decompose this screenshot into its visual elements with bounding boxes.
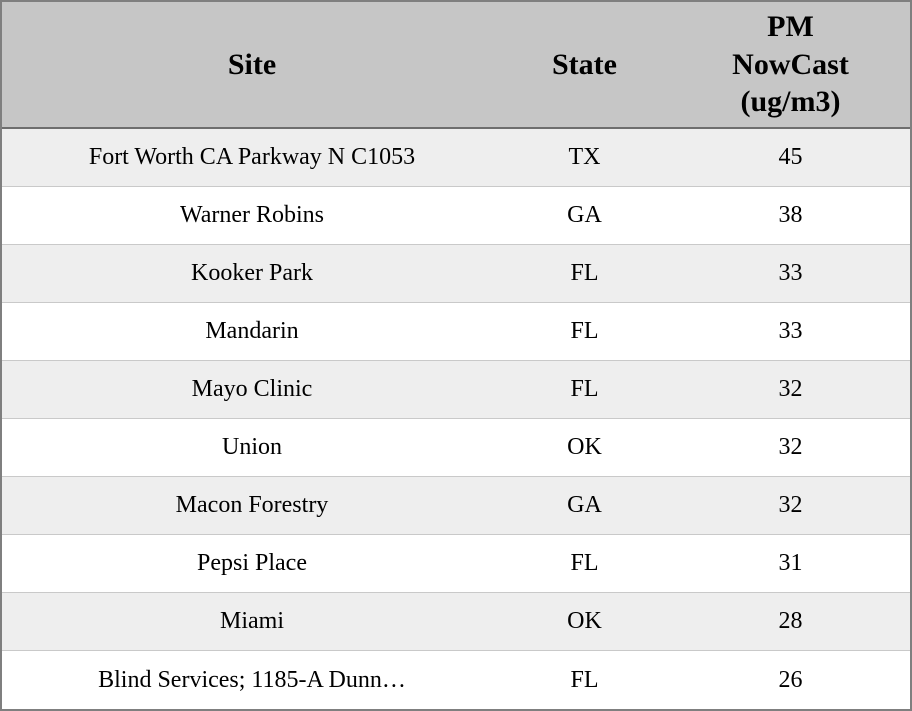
cell-site: Union — [2, 417, 502, 477]
table-header-row: Site State PM NowCast (ug/m3) — [2, 2, 910, 129]
cell-pm-value: 33 — [667, 243, 910, 303]
cell-pm-value: 28 — [667, 592, 910, 651]
cell-site: Mayo Clinic — [2, 359, 502, 419]
table-row: Macon Forestry GA 32 — [2, 476, 910, 535]
cell-site: Pepsi Place — [2, 534, 502, 593]
table-row: Blind Services; 1185-A Dunn… FL 26 — [2, 650, 910, 709]
column-header-state-label: State — [552, 47, 617, 81]
cell-pm-value: 32 — [667, 417, 910, 477]
cell-state: FL — [502, 359, 667, 419]
table-row: Kooker Park FL 33 — [2, 243, 910, 303]
column-header-site: Site — [2, 2, 502, 129]
column-header-site-label: Site — [227, 47, 277, 81]
cell-site: Macon Forestry — [2, 476, 502, 535]
table-row: Mayo Clinic FL 32 — [2, 359, 910, 419]
cell-pm-value: 45 — [778, 143, 803, 170]
cell-state: OK — [502, 592, 667, 651]
column-header-pm-nowcast-label: PM NowCast (ug/m3) — [732, 10, 849, 119]
table-row: Fort Worth CA Parkway N C1053 TX 45 — [2, 128, 910, 187]
cell-pm-value: 32 — [667, 476, 910, 535]
cell-pm-value: 33 — [667, 301, 910, 361]
cell-state: FL — [502, 534, 667, 593]
table-row: Union OK 32 — [2, 417, 910, 477]
column-header-pm-nowcast: PM NowCast (ug/m3) — [667, 2, 910, 129]
table-row: Warner Robins GA 38 — [2, 185, 910, 245]
table-row: Pepsi Place FL 31 — [2, 534, 910, 593]
cell-state: FL — [502, 650, 667, 709]
cell-state: GA — [502, 476, 667, 535]
cell-state: GA — [502, 185, 667, 245]
column-header-state: State — [502, 2, 667, 129]
table-body: Fort Worth CA Parkway N C1053 TX 45 Warn… — [2, 128, 910, 709]
cell-state: OK — [502, 417, 667, 477]
table-row: Mandarin FL 33 — [2, 301, 910, 361]
cell-site: Kooker Park — [2, 243, 502, 303]
cell-pm-value: 31 — [667, 534, 910, 593]
cell-pm-value: 26 — [667, 650, 910, 709]
cell-state: TX — [568, 143, 601, 170]
cell-site: Fort Worth CA Parkway N C1053 — [88, 143, 416, 170]
cell-state: FL — [502, 243, 667, 303]
cell-site: Warner Robins — [2, 185, 502, 245]
table-header: Site State PM NowCast (ug/m3) — [2, 2, 910, 129]
cell-site: Mandarin — [2, 301, 502, 361]
cell-site: Miami — [2, 592, 502, 651]
cell-pm-value: 32 — [667, 359, 910, 419]
cell-state: FL — [502, 301, 667, 361]
cell-site: Blind Services; 1185-A Dunn… — [2, 650, 502, 709]
cell-pm-value: 38 — [667, 185, 910, 245]
table-row: Miami OK 28 — [2, 592, 910, 651]
